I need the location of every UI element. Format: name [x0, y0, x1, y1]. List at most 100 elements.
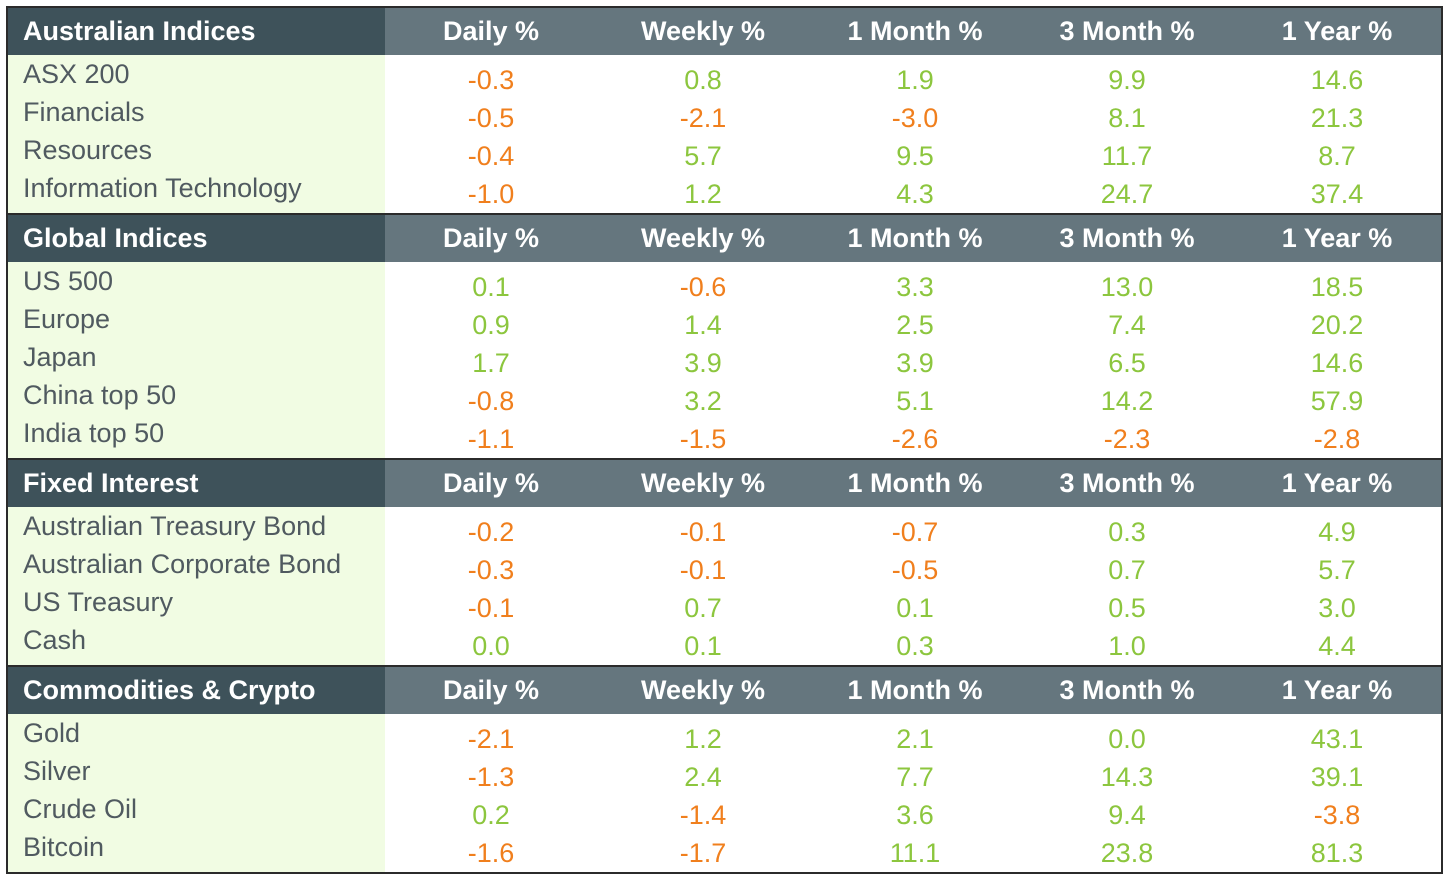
row-label: Bitcoin: [23, 832, 105, 862]
value-cell: -0.4: [467, 141, 515, 171]
value-cell: 4.3: [896, 179, 934, 209]
value-cell: 2.1: [896, 724, 934, 754]
value-cell: 8.1: [1108, 103, 1146, 133]
value-cell: 0.3: [1108, 517, 1146, 547]
value-cell: -0.1: [679, 555, 727, 585]
value-cell: 0.1: [472, 272, 510, 302]
section-title: Commodities & Crypto: [8, 667, 385, 714]
value-cell: 3.3: [896, 272, 934, 302]
value-cell: 7.4: [1108, 310, 1146, 340]
value-cell: 3.9: [896, 348, 934, 378]
value-cell: 4.9: [1318, 517, 1356, 547]
column-header: 3 Month %: [1059, 16, 1195, 46]
section-rows: Gold -2.1 1.2 2.1 0.0 43.1 Silver -1.3 2.4 7.7 14.…: [8, 714, 1441, 872]
value-cell: 11.1: [889, 838, 941, 868]
value-cell: -0.1: [679, 517, 727, 547]
value-cell: 37.4: [1310, 179, 1364, 209]
table-section: Fixed Interest Daily % Weekly % 1 Month % 3 …: [8, 460, 1441, 667]
column-header: Daily %: [442, 675, 540, 705]
value-cell: -0.6: [679, 272, 727, 302]
value-cell: 2.4: [684, 762, 722, 792]
value-cell: 5.7: [684, 141, 722, 171]
table-row: Europe 0.9 1.4 2.5 7.4 20.2: [8, 302, 1441, 340]
row-label: India top 50: [23, 418, 165, 448]
column-header: 1 Year %: [1281, 16, 1393, 46]
value-cell: 0.1: [684, 631, 722, 661]
row-label: Resources: [23, 135, 153, 165]
value-cell: -1.7: [679, 838, 727, 868]
value-cell: -3.8: [1313, 800, 1361, 830]
table-row: US 500 0.1 -0.6 3.3 13.0 18.5: [8, 264, 1441, 302]
table-row: ASX 200 -0.3 0.8 1.9 9.9 14.6: [8, 57, 1441, 95]
column-header: 3 Month %: [1059, 675, 1195, 705]
value-cell: 9.9: [1108, 65, 1146, 95]
section-header: Fixed Interest Daily % Weekly % 1 Month % 3 …: [8, 460, 1441, 507]
performance-table: Australian Indices Daily % Weekly % 1 Month…: [6, 6, 1443, 874]
value-cell: 8.7: [1318, 141, 1356, 171]
value-cell: 0.9: [472, 310, 510, 340]
section-rows: US 500 0.1 -0.6 3.3 13.0 18.5 Europe 0.9 1.4 2.5 7…: [8, 262, 1441, 458]
value-cell: 1.2: [684, 724, 722, 754]
section-rows: ASX 200 -0.3 0.8 1.9 9.9 14.6 Financials -0.5 -2…: [8, 55, 1441, 213]
value-cell: 43.1: [1310, 724, 1364, 754]
column-header: 3 Month %: [1059, 468, 1195, 498]
table-row: Australian Corporate Bond -0.3 -0.1 -0.5 0.7…: [8, 547, 1441, 585]
value-cell: -2.8: [1313, 424, 1361, 454]
table-row: India top 50 -1.1 -1.5 -2.6 -2.3 -2.8: [8, 416, 1441, 454]
value-cell: -0.8: [467, 386, 515, 416]
value-cell: 24.7: [1100, 179, 1154, 209]
table-row: Gold -2.1 1.2 2.1 0.0 43.1: [8, 716, 1441, 754]
value-cell: -0.3: [467, 65, 515, 95]
value-cell: 1.7: [472, 348, 510, 378]
value-cell: 0.7: [1108, 555, 1146, 585]
value-cell: -0.3: [467, 555, 515, 585]
value-cell: 7.7: [896, 762, 934, 792]
row-label: China top 50: [23, 380, 177, 410]
table-row: Bitcoin -1.6 -1.7 11.1 23.8 81.3: [8, 830, 1441, 868]
value-cell: 13.0: [1100, 272, 1154, 302]
value-cell: -2.3: [1103, 424, 1151, 454]
value-cell: -0.5: [891, 555, 939, 585]
row-label: Australian Corporate Bond: [23, 549, 342, 579]
value-cell: 18.5: [1310, 272, 1364, 302]
row-label: ASX 200: [23, 59, 130, 89]
table-section: Australian Indices Daily % Weekly % 1 Month…: [8, 8, 1441, 215]
row-label: US Treasury: [23, 587, 174, 617]
table-section: Global Indices Daily % Weekly % 1 Month % 3 …: [8, 215, 1441, 460]
table-row: Resources -0.4 5.7 9.5 11.7 8.7: [8, 133, 1441, 171]
section-title: Australian Indices: [8, 8, 385, 55]
value-cell: 20.2: [1310, 310, 1364, 340]
value-cell: -2.1: [467, 724, 515, 754]
value-cell: -0.2: [467, 517, 515, 547]
value-cell: 4.4: [1318, 631, 1356, 661]
section-title: Global Indices: [8, 215, 385, 262]
section-title: Fixed Interest: [8, 460, 385, 507]
value-cell: 14.2: [1100, 386, 1154, 416]
value-cell: 14.6: [1310, 348, 1364, 378]
value-cell: 5.7: [1318, 555, 1356, 585]
table-row: Japan 1.7 3.9 3.9 6.5 14.6: [8, 340, 1441, 378]
value-cell: -1.3: [467, 762, 515, 792]
table-row: Information Technology -1.0 1.2 4.3 24.7 37.4: [8, 171, 1441, 209]
value-cell: 39.1: [1310, 762, 1364, 792]
row-label: Europe: [23, 304, 111, 334]
value-cell: 3.6: [896, 800, 934, 830]
value-cell: 14.3: [1100, 762, 1154, 792]
value-cell: 9.5: [896, 141, 934, 171]
value-cell: 3.0: [1318, 593, 1356, 623]
table-row: Australian Treasury Bond -0.2 -0.1 -0.7 0.3 4…: [8, 509, 1441, 547]
column-header: 1 Month %: [847, 16, 983, 46]
column-header: Daily %: [442, 468, 540, 498]
section-header: Australian Indices Daily % Weekly % 1 Month…: [8, 8, 1441, 55]
column-header: 1 Month %: [847, 223, 983, 253]
column-header: 1 Month %: [847, 675, 983, 705]
section-header: Commodities & Crypto Daily % Weekly % 1 Mon…: [8, 667, 1441, 714]
value-cell: -0.1: [467, 593, 515, 623]
column-header: Daily %: [442, 16, 540, 46]
value-cell: 9.4: [1108, 800, 1146, 830]
column-header: 1 Year %: [1281, 468, 1393, 498]
column-header: 1 Year %: [1281, 675, 1393, 705]
table-row: Crude Oil 0.2 -1.4 3.6 9.4 -3.8: [8, 792, 1441, 830]
value-cell: -1.1: [467, 424, 515, 454]
table-section: Commodities & Crypto Daily % Weekly % 1 Mon…: [8, 667, 1441, 874]
